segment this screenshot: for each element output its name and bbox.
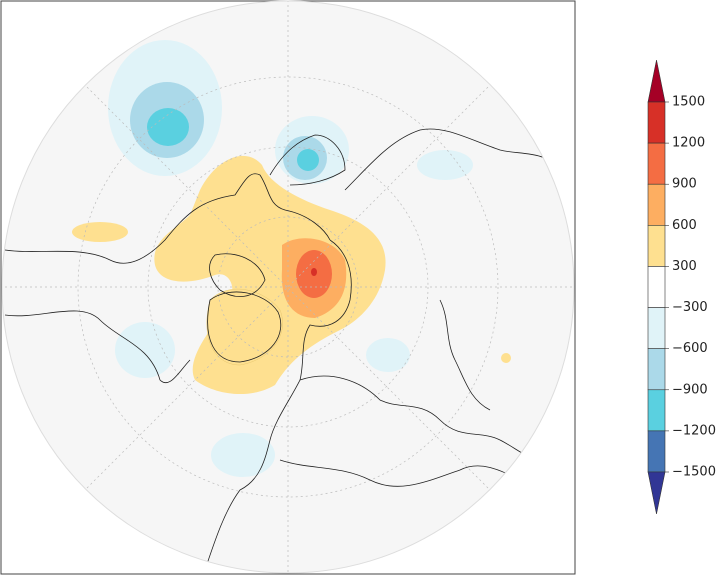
colorbar-segment: [647, 389, 666, 432]
colorbar-segment: [647, 101, 666, 144]
map-outline: [1, 0, 575, 574]
colorbar-segment: [647, 348, 666, 391]
anomaly-high: [206, 288, 283, 366]
colorbar-segment: [647, 266, 666, 308]
colorbar-segment: [647, 225, 666, 267]
colorbar-label: −900: [672, 382, 708, 397]
colorbar-segment: [647, 430, 666, 473]
colorbar-label: −600: [672, 341, 708, 356]
colorbar: 1500 1200 900 600 300 −300 −600 −900 −1200 −1500: [647, 59, 716, 515]
anomaly-low: [147, 108, 189, 146]
colorbar-label: 1200: [672, 136, 705, 151]
colorbar-segment: [647, 142, 666, 185]
colorbar-label: −1200: [672, 423, 716, 438]
colorbar-label: −300: [672, 300, 708, 315]
anomaly-low: [297, 149, 319, 171]
anomaly-low: [417, 150, 473, 180]
anomaly-field: [2, 1, 574, 573]
colorbar-label: 600: [672, 218, 697, 233]
anomaly-low: [211, 433, 275, 477]
colorbar-label: 900: [672, 177, 697, 192]
anomaly-low: [115, 322, 175, 378]
anomaly-high: [72, 222, 128, 242]
anomaly-low: [366, 338, 410, 372]
anomaly-high: [311, 268, 317, 276]
colorbar-extension: [647, 59, 666, 103]
anomaly-high: [501, 353, 511, 363]
colorbar-segment: [647, 307, 666, 349]
colorbar-extension: [647, 471, 666, 515]
colorbar-label: −1500: [672, 465, 716, 480]
colorbar-segment: [647, 183, 666, 226]
colorbar-label: 1500: [672, 95, 705, 110]
colorbar-label: 300: [672, 259, 697, 274]
map: [0, 0, 576, 575]
